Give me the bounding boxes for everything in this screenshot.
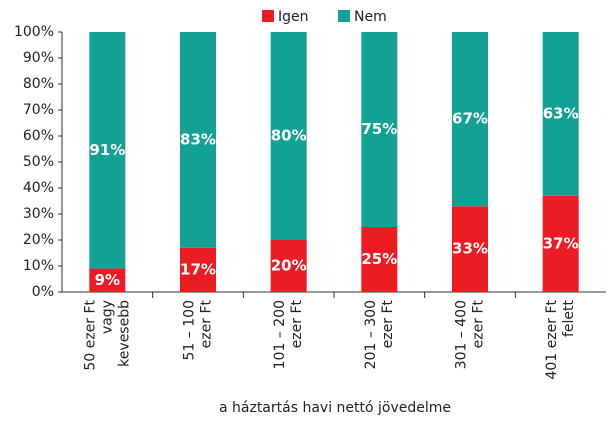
x-tick-label: kevesebb xyxy=(116,300,132,367)
y-tick-label: 30% xyxy=(23,206,54,222)
data-label: 9% xyxy=(95,271,120,289)
bar-segment xyxy=(542,195,579,292)
data-label: 83% xyxy=(180,130,216,148)
data-label: 67% xyxy=(452,110,488,128)
data-label: 63% xyxy=(543,104,579,122)
x-tick-label: ezer Ft xyxy=(471,299,487,348)
y-tick-label: 40% xyxy=(23,180,54,196)
bar-segment xyxy=(361,227,398,292)
y-tick-label: 60% xyxy=(23,128,54,144)
y-tick-label: 90% xyxy=(23,50,54,66)
data-label: 17% xyxy=(180,260,216,278)
bar-segment xyxy=(89,32,126,269)
bar-segment xyxy=(542,32,579,196)
x-tick-label: 51 – 100 xyxy=(182,300,198,360)
x-tick-label: 50 ezer Ft xyxy=(82,299,98,370)
data-label: 80% xyxy=(271,127,307,145)
bar-segment xyxy=(270,240,307,292)
x-tick-label: vagy xyxy=(99,300,115,334)
y-tick-label: 0% xyxy=(32,284,54,300)
y-tick-label: 10% xyxy=(23,258,54,274)
y-tick-label: 80% xyxy=(23,76,54,92)
bar-segment xyxy=(361,32,398,227)
bar-segment xyxy=(180,32,216,248)
x-axis-title: a háztartás havi nettó jövedelme xyxy=(219,400,451,416)
x-tick-label: 301 – 400 xyxy=(454,300,470,369)
bar-segment xyxy=(452,32,488,207)
x-tick-label: 401 ezer Ft xyxy=(544,299,560,379)
data-label: 25% xyxy=(361,250,397,268)
x-tick-label: ezer Ft xyxy=(380,299,396,348)
legend-label: Nem xyxy=(354,9,387,25)
data-label: 75% xyxy=(361,120,397,138)
legend-swatch xyxy=(262,10,274,22)
x-tick-label: felett xyxy=(561,299,577,337)
data-label: 33% xyxy=(452,240,488,258)
y-tick-label: 100% xyxy=(14,24,54,40)
y-tick-label: 50% xyxy=(23,154,54,170)
bar-segment xyxy=(270,32,307,240)
bar-segment xyxy=(180,247,216,292)
data-label: 20% xyxy=(271,257,307,275)
x-tick-label: 101 – 200 xyxy=(272,300,288,369)
x-tick-label: ezer Ft xyxy=(199,299,215,348)
legend-swatch xyxy=(338,10,350,22)
x-tick-label: 201 – 300 xyxy=(363,300,379,369)
data-label: 37% xyxy=(543,234,579,252)
bar-segment xyxy=(452,206,488,292)
y-tick-label: 70% xyxy=(23,102,54,118)
data-label: 91% xyxy=(89,141,125,159)
legend-label: Igen xyxy=(278,9,309,25)
bar-segment xyxy=(89,268,126,292)
x-tick-label: ezer Ft xyxy=(289,299,305,348)
y-tick-label: 20% xyxy=(23,232,54,248)
